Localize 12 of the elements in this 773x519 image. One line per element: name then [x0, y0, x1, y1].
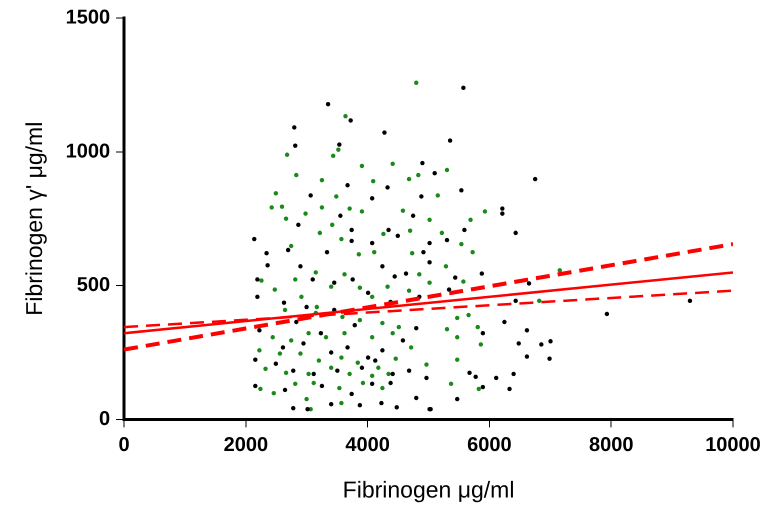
x-tick-label: 4000: [345, 434, 390, 456]
y-axis-title: Fibrinogen γ' μg/ml: [21, 122, 48, 316]
x-tick-label: 10000: [705, 434, 761, 456]
y-tick-label: 500: [76, 274, 110, 296]
x-tick-label: 0: [118, 434, 130, 456]
x-tick-label: 6000: [467, 434, 512, 456]
y-tick-label: 1500: [66, 6, 110, 29]
x-tick-label: 2000: [224, 434, 268, 456]
x-tick-label: 8000: [588, 434, 634, 456]
y-tick-label: 0: [98, 408, 110, 430]
x-axis-title: Fibrinogen μg/ml: [342, 476, 514, 503]
y-tick-label: 1000: [66, 140, 110, 162]
